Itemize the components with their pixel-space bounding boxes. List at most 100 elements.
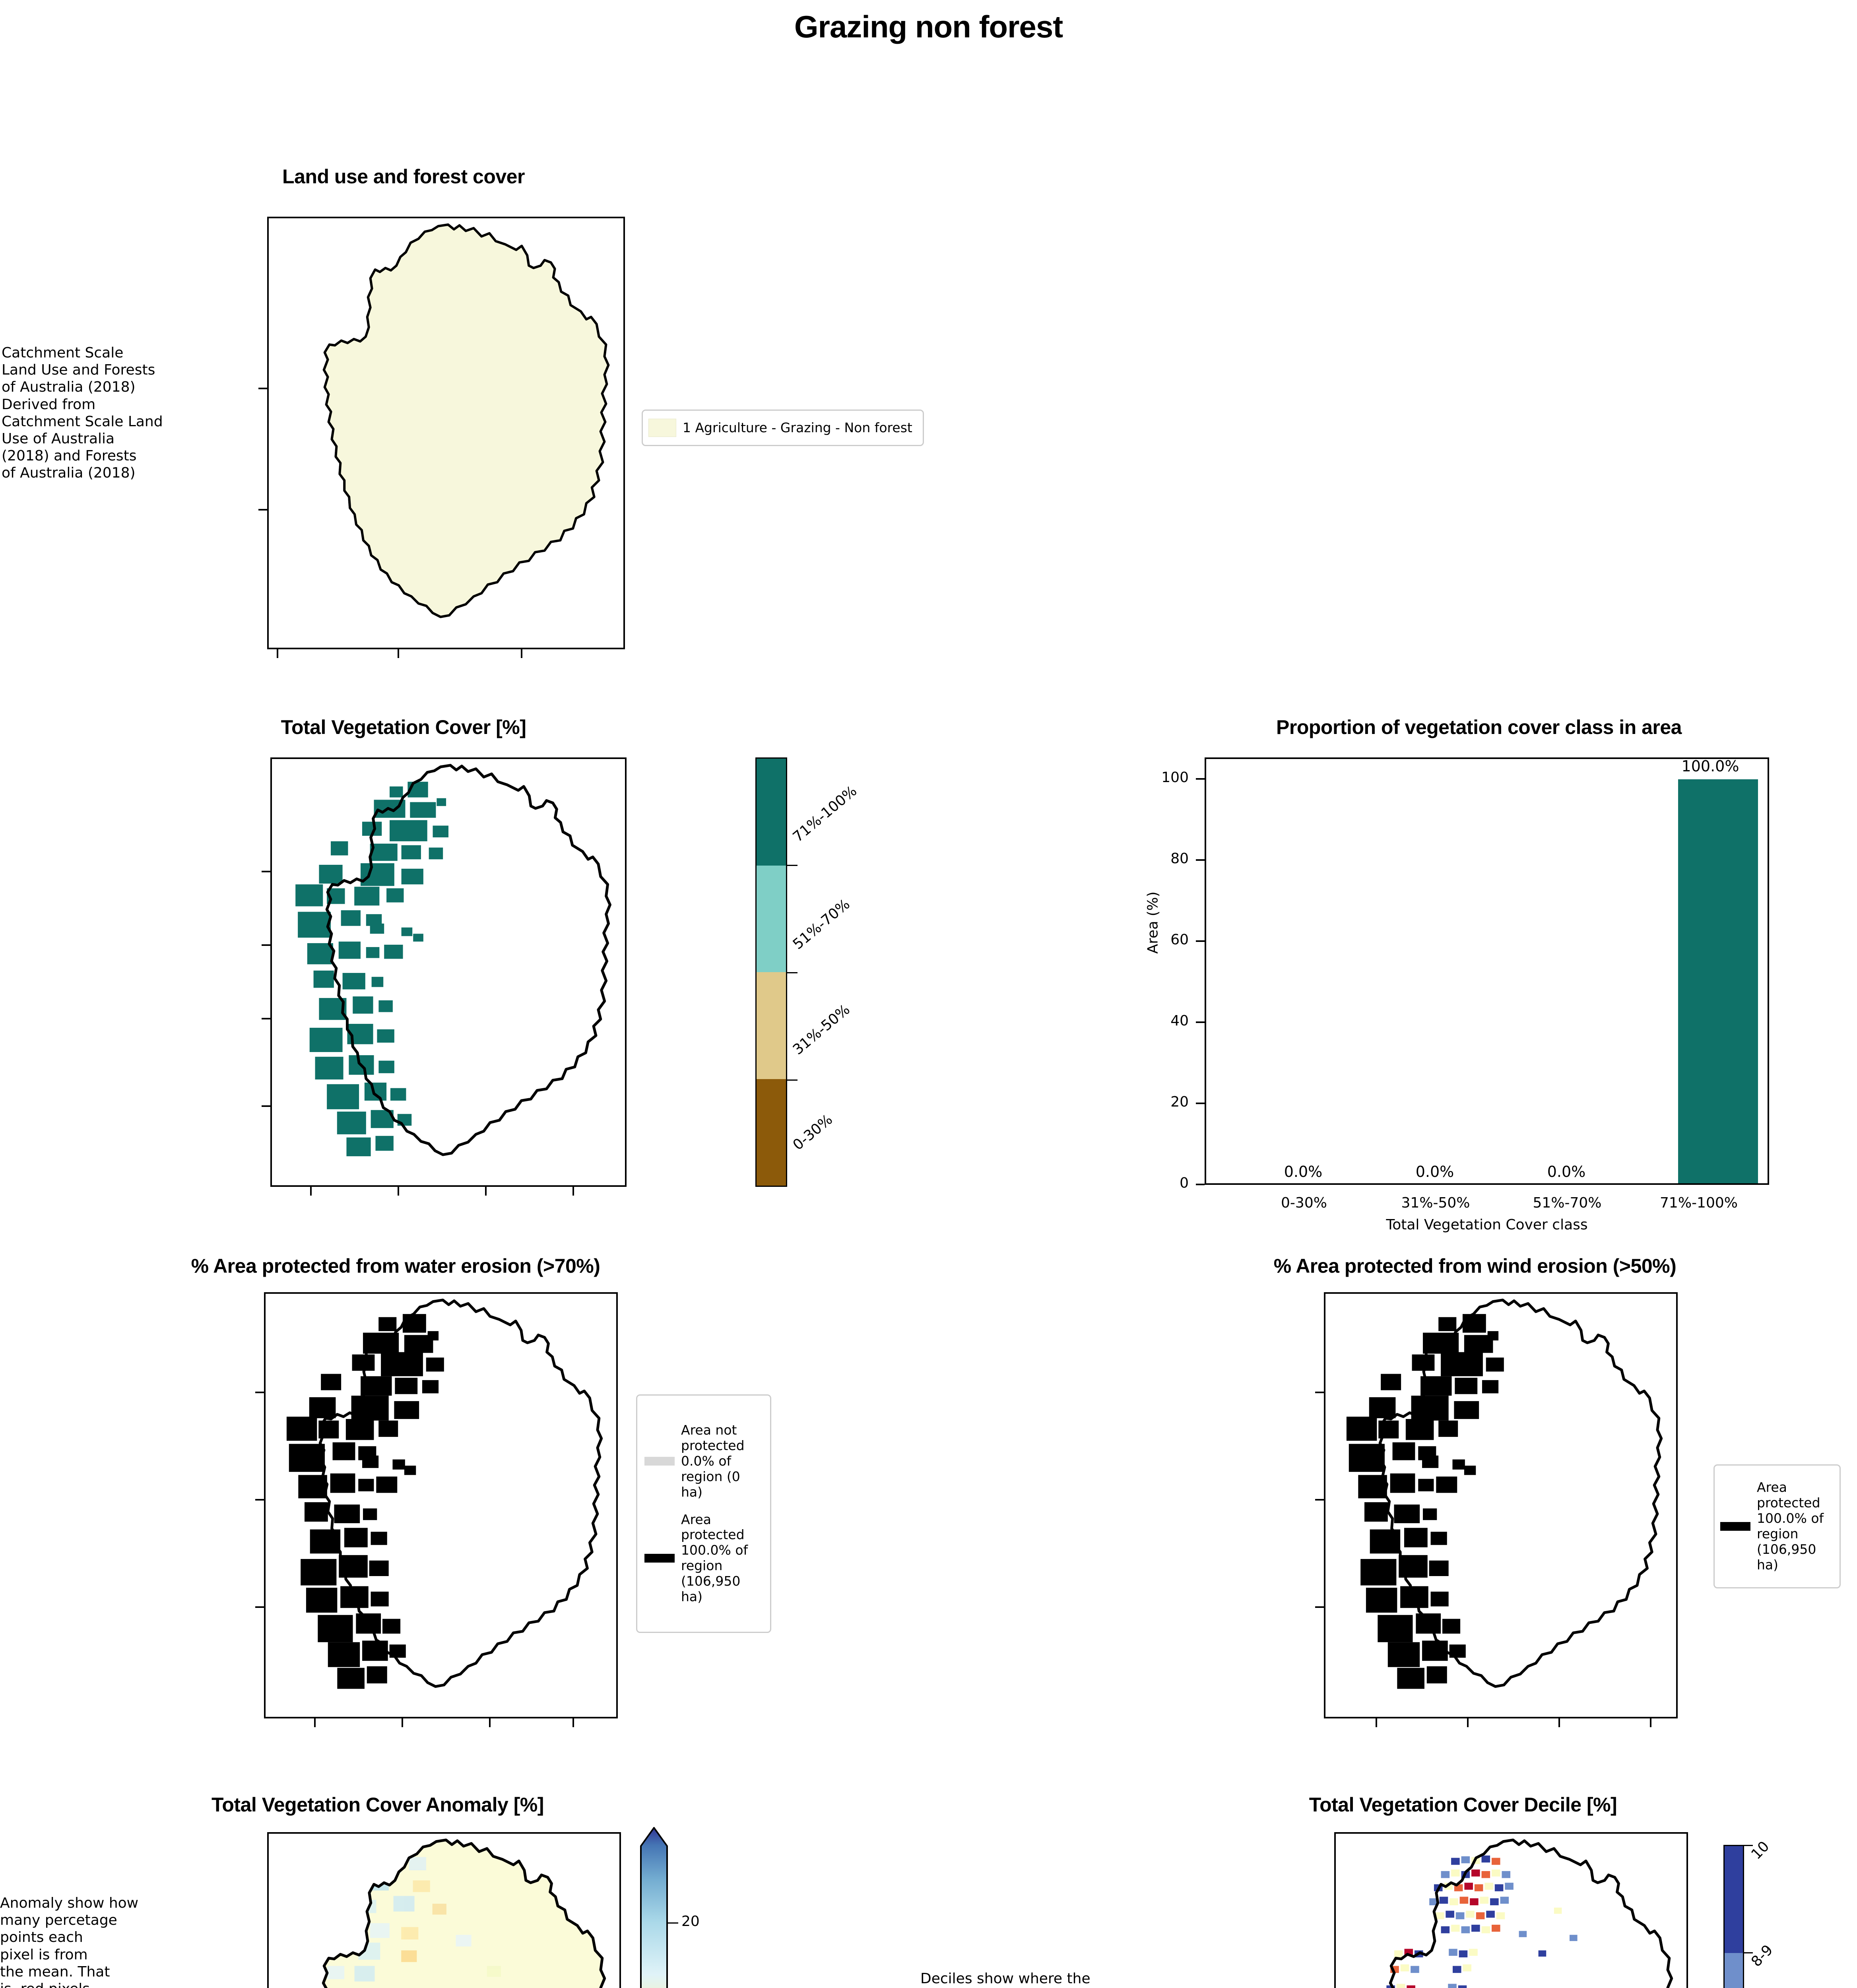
veg-axis-tick-left-3 [262, 1018, 270, 1019]
veg-colorbar-seg-51-70 [757, 865, 786, 972]
bar-71-100[interactable] [1678, 779, 1758, 1183]
veg-axis-tick-left-4 [262, 1105, 270, 1107]
veg-colorbar-tick-2 [787, 972, 798, 973]
anomaly-map[interactable] [267, 1832, 621, 1988]
wind-axis-tick-bottom-3 [1558, 1718, 1560, 1727]
water-erosion-map-graphic [286, 1299, 603, 1689]
wind-axis-tick-bottom-2 [1467, 1718, 1469, 1727]
water-axis-tick-bottom-1 [314, 1718, 316, 1727]
veg-axis-tick-left-2 [262, 944, 270, 946]
bar-y-axis-label: Area (%) [1145, 891, 1161, 954]
wind-axis-tick-left-2 [1315, 1499, 1324, 1501]
bar-value-0-30: 0.0% [1284, 1163, 1323, 1180]
landuse-side-note: Catchment Scale Land Use and Forests of … [2, 345, 163, 481]
veg-cover-map[interactable] [270, 757, 627, 1187]
water-legend-label-protected: Area protected 100.0% of region (106,950… [681, 1511, 748, 1605]
bar-ytick-label-20: 20 [1170, 1094, 1189, 1110]
anomaly-map-graphic [322, 1839, 606, 1988]
bar-chart-plot-area[interactable] [1205, 757, 1769, 1185]
bar-chart-title: Proportion of vegetation cover class in … [1276, 716, 1682, 738]
wind-axis-tick-bottom-4 [1650, 1718, 1651, 1727]
decile-colorbar-tick-top [1744, 1845, 1753, 1846]
veg-colorbar-seg-71-100 [757, 759, 786, 866]
veg-axis-tick-bottom-1 [310, 1187, 312, 1196]
bar-ytick-80 [1196, 859, 1205, 861]
bar-ytick-60 [1196, 940, 1205, 942]
decile-map-graphic [1386, 1839, 1673, 1988]
decile-colorbar[interactable] [1723, 1845, 1744, 1988]
wind-axis-tick-left-1 [1315, 1392, 1324, 1393]
bar-ytick-100 [1196, 778, 1205, 780]
water-erosion-legend[interactable]: Area not protected 0.0% of region (0 ha)… [636, 1394, 771, 1633]
veg-colorbar-label-51-70: 51%-70% [790, 896, 853, 953]
wind-erosion-map-graphic [1346, 1299, 1663, 1689]
bar-ytick-label-80: 80 [1170, 850, 1189, 867]
veg-colorbar-tick-3 [787, 1079, 798, 1081]
landuse-axis-tick-bottom-2 [398, 649, 399, 658]
water-erosion-map[interactable] [264, 1292, 618, 1718]
landuse-axis-tick-bottom-1 [277, 649, 278, 658]
landuse-legend-label: 1 Agriculture - Grazing - Non forest [683, 419, 912, 435]
landuse-axis-tick-left-1 [258, 388, 267, 389]
water-legend-swatch-not-protected [644, 1457, 675, 1466]
landuse-legend-swatch [648, 419, 676, 437]
decile-title: Total Vegetation Cover Decile [%] [1309, 1794, 1617, 1816]
water-erosion-title: % Area protected from water erosion (>70… [191, 1255, 600, 1277]
decile-colorbar-seg-8-9 [1725, 1953, 1743, 1988]
bar-ytick-0 [1196, 1184, 1205, 1185]
veg-colorbar-label-0-30: 0-30% [790, 1111, 836, 1154]
bar-value-31-50: 0.0% [1415, 1163, 1454, 1180]
bar-xtick-label-31-50: 31%-50% [1401, 1195, 1470, 1211]
water-legend-label-not-protected: Area not protected 0.0% of region (0 ha) [681, 1422, 745, 1500]
water-axis-tick-left-3 [255, 1606, 264, 1608]
bar-xtick-label-0-30: 0-30% [1281, 1195, 1327, 1211]
decile-colorbar-tick-8-9 [1744, 1952, 1753, 1953]
bar-value-51-70: 0.0% [1547, 1163, 1586, 1180]
water-axis-tick-bottom-4 [572, 1718, 574, 1727]
bar-xtick-label-51-70: 51%-70% [1533, 1195, 1602, 1211]
wind-erosion-map[interactable] [1324, 1292, 1678, 1718]
veg-colorbar-label-31-50: 31%-50% [790, 1001, 853, 1058]
decile-side-note: Deciles show where the pixel value lies … [920, 1971, 1091, 1988]
veg-colorbar-seg-31-50 [757, 972, 786, 1079]
veg-cover-colorbar[interactable] [755, 757, 787, 1187]
decile-colorbar-seg-10 [1725, 1846, 1743, 1953]
anomaly-title: Total Vegetation Cover Anomaly [%] [212, 1794, 544, 1816]
landuse-axis-tick-left-2 [258, 509, 267, 511]
bar-x-axis-label: Total Vegetation Cover class [1386, 1217, 1588, 1233]
wind-erosion-title: % Area protected from wind erosion (>50%… [1273, 1255, 1677, 1277]
wind-erosion-legend[interactable]: Area protected 100.0% of region (106,950… [1713, 1464, 1841, 1588]
anomaly-colorbar-tick-20 [668, 1922, 678, 1924]
water-legend-swatch-protected [644, 1554, 675, 1563]
water-axis-tick-left-2 [255, 1499, 264, 1501]
veg-colorbar-label-71-100: 71%-100% [790, 782, 860, 846]
veg-axis-tick-left-1 [262, 871, 270, 872]
wind-axis-tick-left-3 [1315, 1606, 1324, 1608]
anomaly-colorbar[interactable] [640, 1827, 668, 1988]
anomaly-colorbar-label-20: 20 [681, 1913, 700, 1930]
water-axis-tick-bottom-3 [489, 1718, 491, 1727]
veg-colorbar-tick-1 [787, 865, 798, 866]
water-axis-tick-left-1 [255, 1392, 264, 1393]
wind-legend-label-protected: Area protected 100.0% of region (106,950… [1757, 1479, 1824, 1573]
bar-ytick-40 [1196, 1021, 1205, 1023]
veg-cover-map-graphic [295, 764, 611, 1157]
veg-axis-tick-bottom-3 [485, 1187, 487, 1196]
page-title: Grazing non forest [794, 9, 1063, 44]
veg-cover-map-title: Total Vegetation Cover [%] [281, 716, 526, 738]
veg-colorbar-seg-0-30 [757, 1079, 786, 1186]
water-legend-row-not-protected: Area not protected 0.0% of region (0 ha) [644, 1422, 763, 1500]
decile-colorbar-label-8-9: 8-9 [1748, 1941, 1776, 1970]
landuse-map[interactable] [267, 217, 625, 649]
bar-value-71-100: 100.0% [1681, 757, 1739, 775]
wind-axis-tick-bottom-1 [1376, 1718, 1377, 1727]
bar-ytick-label-0: 0 [1180, 1175, 1189, 1191]
water-axis-tick-bottom-2 [402, 1718, 403, 1727]
landuse-axis-tick-bottom-3 [521, 649, 522, 658]
landuse-map-graphic [269, 218, 623, 648]
water-legend-row-protected: Area protected 100.0% of region (106,950… [644, 1512, 763, 1605]
bar-xtick-label-71-100: 71%-100% [1660, 1195, 1738, 1211]
decile-map[interactable] [1334, 1832, 1688, 1988]
wind-legend-swatch-protected [1720, 1522, 1750, 1531]
landuse-legend[interactable]: 1 Agriculture - Grazing - Non forest [642, 410, 924, 446]
